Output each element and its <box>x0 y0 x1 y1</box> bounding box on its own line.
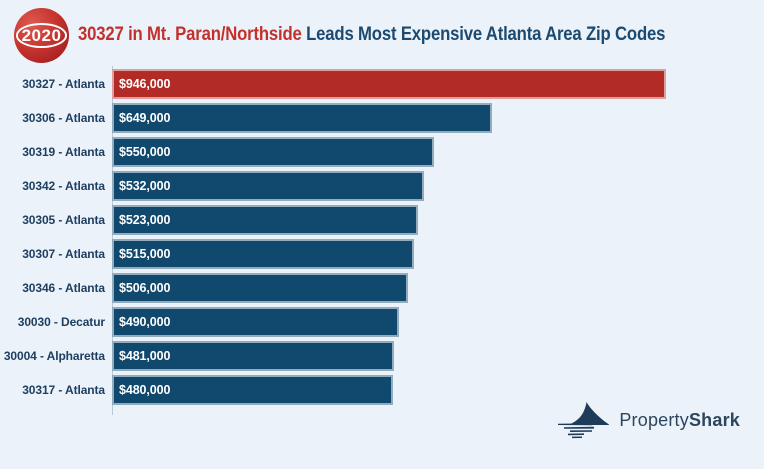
bar-value-label: $490,000 <box>119 315 171 329</box>
bar-row-label: 30319 - Atlanta <box>22 145 105 159</box>
bar-value-label: $480,000 <box>119 383 171 397</box>
bar-row-label: 30346 - Atlanta <box>22 281 105 295</box>
bar-row: 30342 - Atlanta $532,000 <box>0 171 764 201</box>
bar-row: 30307 - Atlanta $515,000 <box>0 239 764 269</box>
bar-row-label: 30306 - Atlanta <box>22 111 105 125</box>
bar: $506,000 <box>112 273 408 303</box>
bar: $481,000 <box>112 341 394 371</box>
bar-row: 30004 - Alpharetta $481,000 <box>0 341 764 371</box>
bar-row: 30306 - Atlanta $649,000 <box>0 103 764 133</box>
bar-rows: 30327 - Atlanta $946,000 30306 - Atlanta… <box>0 69 764 409</box>
bar-row: 30346 - Atlanta $506,000 <box>0 273 764 303</box>
bar: $480,000 <box>112 375 393 405</box>
bar: $490,000 <box>112 307 399 337</box>
bar-row-label: 30305 - Atlanta <box>22 213 105 227</box>
bar-row-label: 30317 - Atlanta <box>22 383 105 397</box>
bar-value-label: $649,000 <box>119 111 171 125</box>
bar-row-label: 30030 - Decatur <box>17 315 105 329</box>
bar: $515,000 <box>112 239 414 269</box>
chart-title: 30327 in Mt. Paran/Northside Leads Most … <box>78 24 665 46</box>
bar: $649,000 <box>112 103 492 133</box>
bar-row: 30305 - Atlanta $523,000 <box>0 205 764 235</box>
bar-row: 30317 - Atlanta $480,000 <box>0 375 764 405</box>
bar-row-label: 30342 - Atlanta <box>22 179 105 193</box>
year-badge: 2020 <box>14 8 69 63</box>
bar-row: 30030 - Decatur $490,000 <box>0 307 764 337</box>
bar-row: 30327 - Atlanta $946,000 <box>0 69 764 99</box>
bar-value-label: $946,000 <box>119 77 171 91</box>
year-badge-label: 2020 <box>15 23 68 48</box>
bar-value-label: $515,000 <box>119 247 171 261</box>
bar-row: 30319 - Atlanta $550,000 <box>0 137 764 167</box>
bar: $946,000 <box>112 69 666 99</box>
property-shark-logo: PropertyShark <box>557 399 740 441</box>
shark-fin-icon <box>558 402 610 439</box>
bar-row-label: 30004 - Alpharetta <box>3 349 105 363</box>
property-shark-wordmark: PropertyShark <box>619 410 740 431</box>
bar: $550,000 <box>112 137 434 167</box>
bar: $523,000 <box>112 205 418 235</box>
bar-value-label: $532,000 <box>119 179 171 193</box>
bar-value-label: $523,000 <box>119 213 171 227</box>
bar: $532,000 <box>112 171 424 201</box>
bar-value-label: $550,000 <box>119 145 171 159</box>
bar-value-label: $506,000 <box>119 281 171 295</box>
bar-row-label: 30327 - Atlanta <box>22 77 105 91</box>
chart-title-rest: Leads Most Expensive Atlanta Area Zip Co… <box>301 24 666 45</box>
wordmark-shark: Shark <box>688 409 740 430</box>
wordmark-property: Property <box>619 409 689 430</box>
bar-row-label: 30307 - Atlanta <box>22 247 105 261</box>
chart-title-highlight: 30327 in Mt. Paran/Northside <box>78 24 302 45</box>
bar-value-label: $481,000 <box>119 349 171 363</box>
